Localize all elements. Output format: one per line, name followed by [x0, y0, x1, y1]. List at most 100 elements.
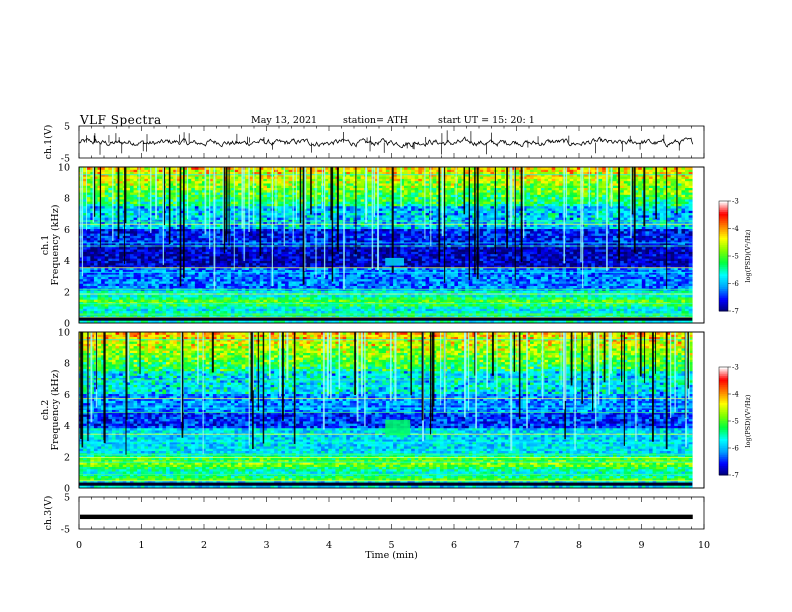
spectrogram-cell	[180, 181, 185, 184]
spectrogram-cell	[620, 213, 625, 216]
spectrogram-cell	[483, 178, 488, 182]
spectrogram-cell	[295, 201, 300, 205]
spectrogram-cell	[79, 188, 84, 191]
spectrogram-cell	[447, 185, 452, 189]
spectrogram-cell	[191, 203, 196, 207]
spectrogram-cell	[382, 169, 387, 173]
spectrogram-cell	[591, 172, 596, 175]
spectrogram-cell	[292, 176, 297, 180]
spectrogram-cell	[266, 197, 271, 200]
spectrogram-cell	[205, 172, 210, 175]
spectrogram-cell	[371, 183, 376, 187]
spectrogram-cell	[140, 169, 145, 173]
spectrogram-cell	[634, 197, 639, 200]
spectrogram-cell	[573, 208, 578, 212]
spectrogram-cell	[432, 172, 437, 175]
spectrogram-cell	[252, 210, 257, 214]
spectrogram-cell	[685, 203, 690, 207]
spectrogram-cell	[465, 185, 470, 189]
spectrogram-cell	[649, 213, 653, 216]
spectrogram-cell	[378, 229, 383, 232]
spectrogram-cell	[346, 206, 351, 209]
spectrogram-cell	[317, 229, 322, 232]
spectrogram-cell	[522, 188, 527, 191]
spectrogram-cell	[558, 203, 563, 207]
spectrogram-cell	[184, 192, 189, 196]
spectrogram-cell	[126, 226, 131, 230]
spectrogram-cell	[540, 213, 545, 216]
spectrogram-cell	[479, 172, 484, 175]
spectrogram-cell	[418, 206, 423, 209]
spectrogram-cell	[602, 215, 607, 219]
spectrogram-cell	[259, 181, 264, 184]
spectrogram-cell	[259, 188, 264, 191]
spectrogram-cell	[490, 172, 495, 175]
spectrogram-cell	[612, 226, 617, 230]
spectrogram-cell	[418, 167, 423, 171]
spectrogram-cell	[681, 206, 686, 209]
spectrogram-cell	[245, 172, 250, 175]
spectrogram-cell	[97, 169, 102, 173]
spectrogram-cell	[119, 197, 124, 200]
spectrogram-cell	[638, 190, 643, 193]
spectrogram-cell	[378, 206, 383, 209]
spectrogram-cell	[295, 226, 300, 230]
spectrogram-cell	[104, 203, 109, 207]
spectrogram-cell	[494, 167, 499, 171]
spectrogram-cell	[191, 192, 196, 196]
spectrogram-cell	[515, 188, 520, 191]
spectrogram-cell	[86, 210, 91, 214]
spectrogram-cell	[634, 199, 639, 203]
spectrogram-cell	[288, 201, 293, 205]
spectrogram-cell	[284, 199, 289, 203]
spectrogram-cell	[515, 217, 520, 221]
spectrogram-cell	[158, 192, 163, 196]
spectrogram-cell	[688, 188, 693, 191]
spectrogram-cell	[447, 199, 452, 203]
spectrogram-cell	[501, 215, 506, 219]
spectrogram-cell	[184, 169, 189, 173]
spectrogram-cell	[465, 194, 470, 198]
spectrogram-cell	[652, 178, 657, 182]
spectrogram-cell	[292, 178, 297, 182]
spectrogram-cell	[461, 217, 466, 221]
spectrogram-cell	[432, 192, 437, 196]
spectrogram-cell	[627, 178, 632, 182]
spectrogram-cell	[407, 208, 412, 212]
spectrogram-cell	[216, 192, 221, 196]
spectrogram-cell	[140, 181, 145, 184]
spectrogram-cell	[555, 167, 560, 171]
spectrogram-cell	[288, 199, 293, 203]
spectrogram-cell	[151, 203, 156, 207]
spectrogram-cell	[414, 210, 419, 214]
spectrogram-cell	[634, 201, 639, 205]
spectrogram-cell	[216, 188, 221, 191]
spectrogram-cell	[328, 183, 333, 187]
spectrogram-cell	[155, 226, 160, 230]
spectrogram-cell	[184, 197, 189, 200]
spectrogram-cell	[407, 178, 412, 182]
y-tick-label: 2	[64, 287, 70, 298]
spectrogram-cell	[86, 197, 91, 200]
spectrogram-cell	[295, 192, 300, 196]
spectrogram-cell	[198, 169, 203, 173]
spectrogram-cell	[144, 217, 149, 221]
spectrogram-cell	[411, 208, 416, 212]
spectrogram-cell	[670, 203, 675, 207]
spectrogram-cell	[263, 172, 268, 175]
spectrogram-cell	[558, 172, 563, 175]
spectrogram-cell	[295, 167, 300, 171]
spectrogram-cell	[209, 194, 214, 198]
spectrogram-cell	[414, 183, 419, 187]
spectrogram-cell	[400, 174, 405, 178]
spectrogram-cell	[288, 167, 293, 171]
spectrogram-cell	[396, 188, 401, 191]
spectrogram-cell	[187, 181, 192, 184]
spectrogram-cell	[454, 215, 459, 219]
spectrogram-cell	[389, 183, 394, 187]
spectrogram-cell	[688, 199, 693, 203]
spectrogram-cell	[468, 201, 473, 205]
spectrogram-cell	[230, 197, 235, 200]
spectrogram-cell	[248, 181, 253, 184]
